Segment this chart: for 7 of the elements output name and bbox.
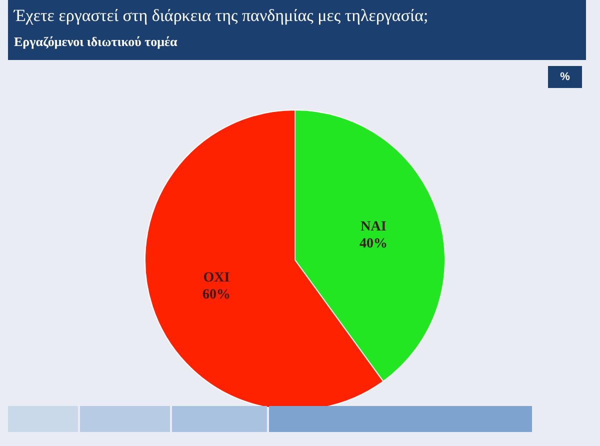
chart-title: Έχετε εργαστεί στη διάρκεια της πανδημίας μες τηλεργασία; [14,6,428,26]
data-label: 60% [202,287,231,302]
chart-subtitle: Εργαζόμενοι ιδιωτικού τομέα [14,34,178,50]
data-label: 40% [359,236,388,252]
slice-label: OXI [203,270,230,286]
text: % [548,66,582,88]
slice-label: NAI [360,220,386,235]
